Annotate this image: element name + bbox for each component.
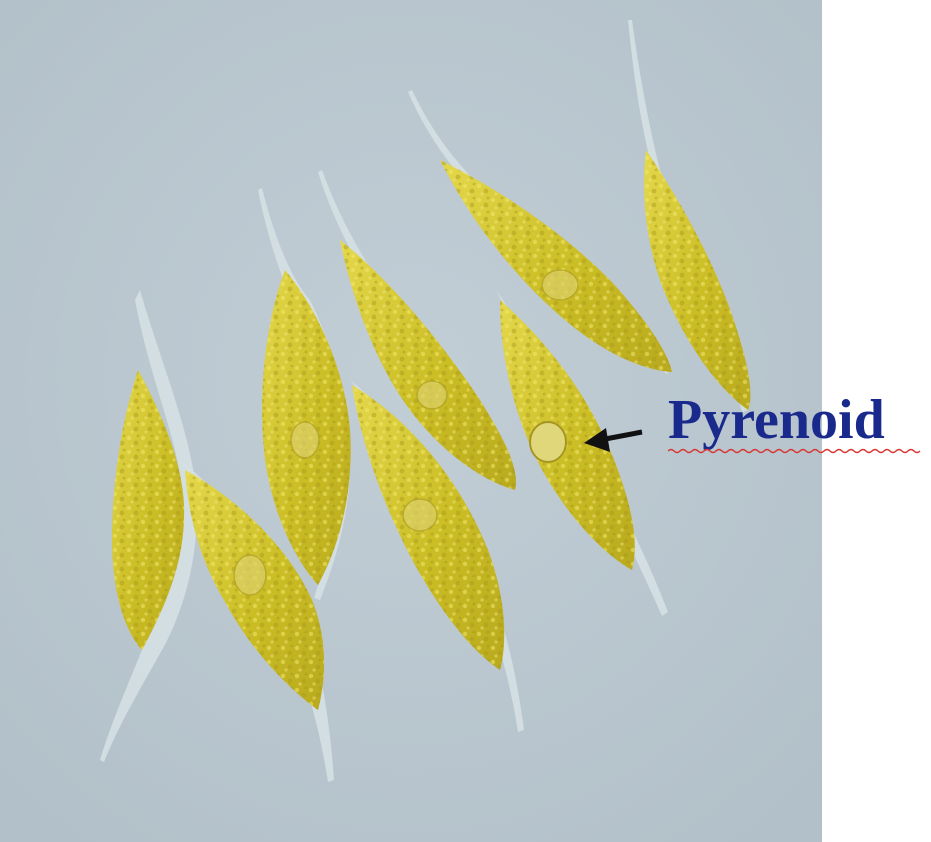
algal-cell — [350, 380, 524, 732]
micrograph-photo — [0, 0, 822, 842]
annotation-label: Pyrenoid — [668, 389, 885, 451]
algal-cell — [496, 290, 668, 616]
algal-cell — [180, 460, 334, 782]
algal-cell — [100, 290, 197, 762]
pyrenoid-annotation: Pyrenoid — [668, 388, 885, 452]
pyrenoid-structure — [529, 421, 567, 463]
algal-cell — [318, 170, 516, 490]
spellcheck-underline — [668, 448, 921, 454]
algal-cell — [258, 188, 351, 600]
algal-cell — [408, 90, 672, 374]
algal-cell — [628, 20, 751, 412]
